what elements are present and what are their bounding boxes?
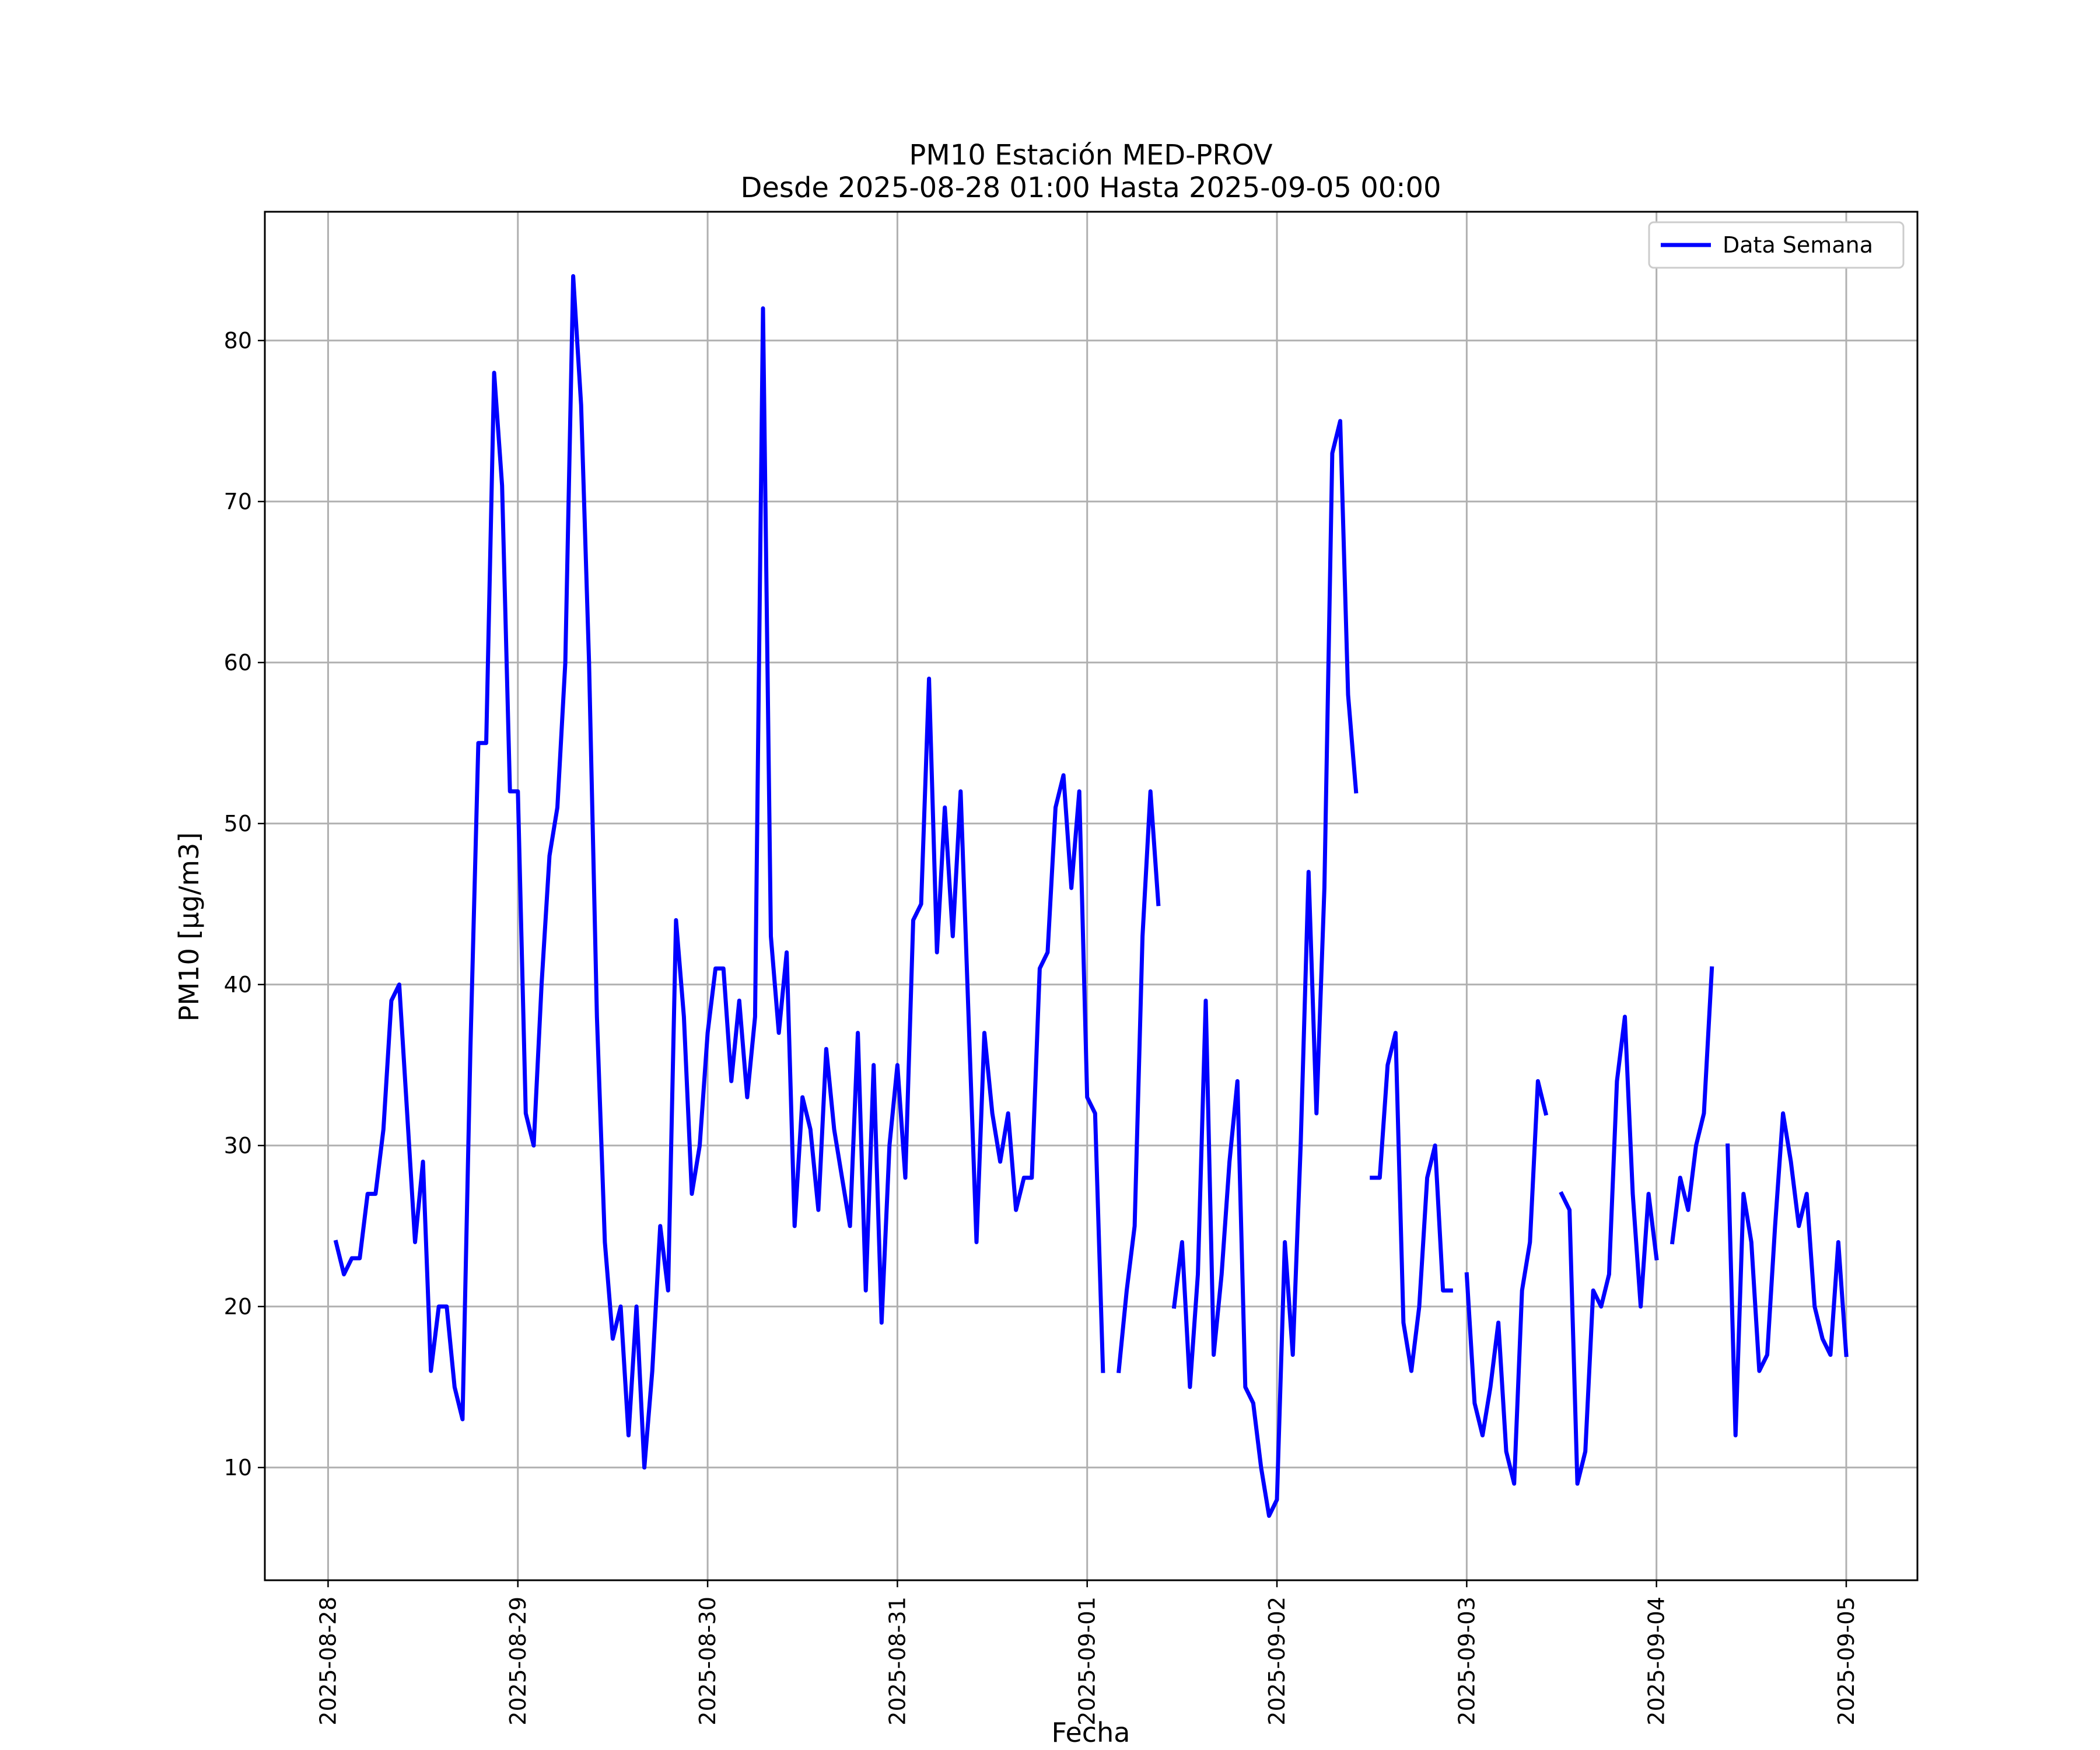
y-tick-label: 70	[224, 489, 252, 514]
legend-box	[1648, 221, 1905, 269]
series-layer	[333, 274, 1849, 1518]
x-tick-label: 2025-09-02	[1264, 1597, 1290, 1726]
x-tick-label: 2025-08-31	[884, 1597, 910, 1726]
series-line-segment	[1464, 1079, 1549, 1486]
axes	[258, 340, 1847, 1587]
x-tick-label: 2025-08-30	[695, 1597, 720, 1726]
y-axis-label: PM10 [μg/m3]	[173, 832, 205, 1022]
series-line-segment	[333, 274, 1105, 1470]
y-tick-label: 40	[224, 972, 252, 998]
x-tick-label: 2025-09-05	[1833, 1597, 1859, 1726]
y-tick-label: 80	[224, 328, 252, 354]
chart-subtitle: Desde 2025-08-28 01:00 Hasta 2025-09-05 …	[740, 172, 1441, 204]
x-axis-label: Fecha	[1052, 1717, 1130, 1748]
series-line-segment	[1171, 419, 1359, 1518]
series-line-segment	[1116, 789, 1161, 1374]
y-tick-label: 20	[224, 1294, 252, 1320]
y-tick-label: 60	[224, 650, 252, 676]
y-tick-label: 10	[224, 1455, 252, 1480]
x-tick-label: 2025-08-29	[505, 1597, 531, 1726]
y-tick-label: 50	[224, 811, 252, 836]
x-tick-label: 2025-09-04	[1644, 1597, 1670, 1726]
legend: Data Semana	[1648, 221, 1905, 269]
chart-title: PM10 Estación MED-PROV	[909, 139, 1272, 172]
y-tick-label: 30	[224, 1133, 252, 1158]
plot-frame	[264, 211, 1919, 1581]
series-line-segment	[1559, 1014, 1659, 1486]
legend-entry-data-semana: Data Semana	[1723, 232, 1873, 258]
series-line-segment	[1726, 1111, 1849, 1438]
x-tick-label: 2025-09-01	[1074, 1597, 1100, 1726]
series-line-segment	[1370, 1031, 1453, 1373]
series-line-segment	[1670, 966, 1714, 1245]
x-tick-label: 2025-08-28	[315, 1597, 341, 1726]
x-tick-label: 2025-09-03	[1454, 1597, 1479, 1726]
tick-labels: 2025-08-28 2025-08-29 2025-08-30 2025-08-31…	[224, 328, 1859, 1726]
